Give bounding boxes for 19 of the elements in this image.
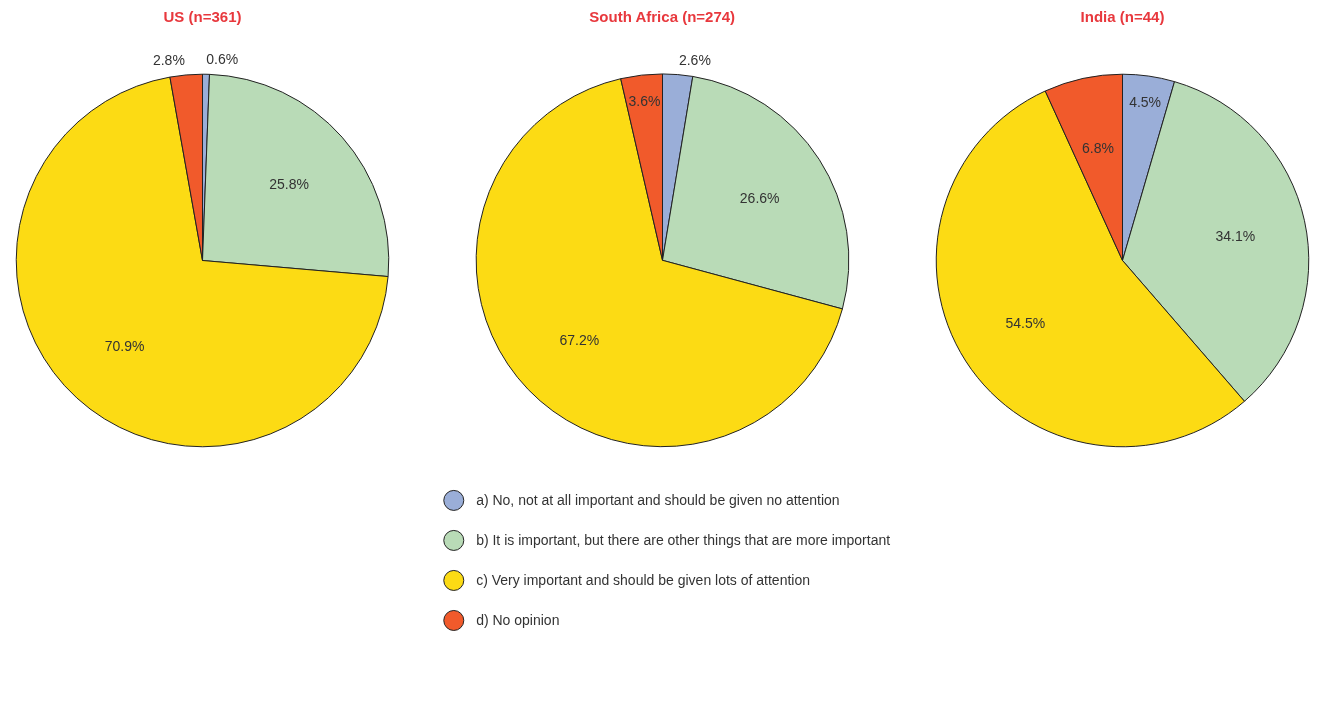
data-label: 2.6%: [678, 51, 711, 68]
data-label: 4.5%: [1129, 93, 1162, 110]
data-label: 70.9%: [104, 337, 145, 354]
data-label: 26.6%: [739, 189, 780, 206]
data-label: 3.6%: [628, 93, 661, 110]
chart-title: India (n=44): [1080, 7, 1165, 25]
legend-label: d) No opinion: [476, 612, 560, 629]
data-label: 0.6%: [206, 51, 239, 68]
data-label: 25.8%: [269, 176, 309, 193]
legend-label: c) Very important and should be given lots of attention: [476, 572, 811, 589]
legend-label: b) It is important, but there are other things that are more important: [476, 532, 891, 549]
chart-title: South Africa (n=274): [589, 7, 736, 25]
data-label: 34.1%: [1215, 227, 1256, 244]
legend-label: a) No, not at all important and should be given no attention: [476, 492, 840, 509]
data-label: 67.2%: [559, 332, 600, 349]
data-label: 2.8%: [152, 52, 185, 69]
chart-title: US (n=361): [163, 7, 242, 25]
data-label: 6.8%: [1082, 139, 1114, 156]
data-label: 54.5%: [1005, 314, 1046, 331]
